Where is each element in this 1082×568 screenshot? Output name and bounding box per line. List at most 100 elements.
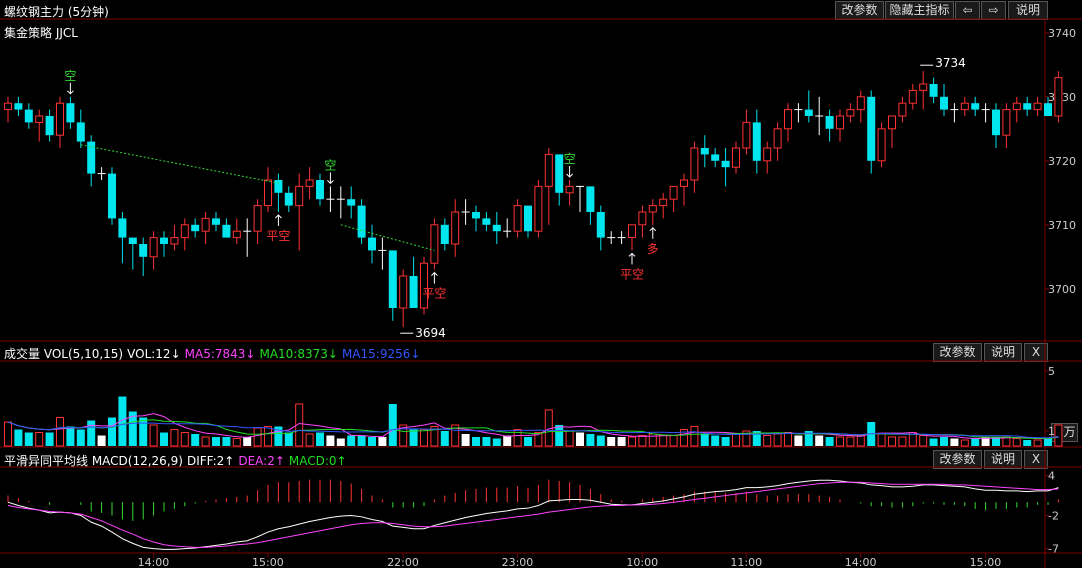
volume-bar — [617, 437, 626, 446]
x-tick-label: 22:00 — [387, 556, 419, 568]
signal-label: 空 — [324, 158, 336, 172]
y-tick-label: -2 — [1048, 509, 1059, 522]
volume-bar — [66, 426, 75, 446]
candle-body — [430, 224, 439, 264]
candle-body — [960, 102, 969, 111]
candle — [742, 109, 751, 155]
candle — [1044, 96, 1052, 116]
volume-bar — [638, 435, 647, 447]
volume-bar — [940, 437, 948, 446]
y-tick-label: 3720 — [1048, 155, 1076, 168]
candle-body — [856, 96, 865, 111]
volume-close-button[interactable]: X — [1024, 343, 1048, 362]
volume-bar — [888, 436, 896, 447]
candle — [4, 96, 12, 123]
volume-bar — [305, 433, 314, 447]
candle-body — [929, 84, 938, 97]
candle — [534, 180, 543, 238]
volume-bar — [1033, 439, 1042, 447]
candle-body — [170, 237, 179, 245]
candle-body — [565, 185, 574, 194]
candle-body — [14, 103, 23, 110]
candle-body — [992, 109, 1000, 136]
candle — [284, 186, 293, 212]
candle — [638, 205, 647, 238]
volume-bar — [87, 420, 96, 446]
macd-help-button[interactable]: 说明 — [984, 450, 1022, 469]
candle-body — [555, 154, 564, 193]
candle-body — [940, 96, 948, 110]
signal-arrow-head — [628, 252, 636, 257]
x-tick-label: 10:00 — [626, 556, 658, 568]
candle-body — [420, 262, 428, 309]
volume-bar — [815, 435, 824, 446]
volume-bar — [929, 438, 938, 446]
volume-bar — [201, 436, 210, 447]
candle — [222, 218, 231, 238]
volume-bar — [1044, 438, 1052, 446]
volume-bar — [992, 437, 1000, 446]
macd-close-button[interactable]: X — [1024, 450, 1048, 469]
candle — [388, 250, 397, 321]
signal-arrow-head — [67, 90, 74, 95]
volume-bar — [784, 432, 792, 447]
candle — [586, 186, 595, 225]
candle-body — [482, 218, 491, 225]
volume-bar — [950, 438, 959, 446]
volume-bar — [628, 436, 636, 447]
volume-bar — [440, 431, 449, 446]
candle-body — [87, 141, 96, 174]
legend-segment: DIFF:2↑ — [186, 454, 235, 468]
candle — [565, 180, 574, 206]
candle-body — [212, 218, 220, 225]
candle — [243, 218, 252, 257]
candle-body — [669, 185, 678, 200]
volume-bar — [503, 435, 512, 446]
volume-bar — [836, 436, 844, 447]
candle — [461, 199, 470, 225]
legend-segment: DEA:2↑ — [238, 454, 285, 468]
candle-body — [4, 102, 12, 111]
candle — [201, 212, 210, 244]
volume-bar — [856, 435, 865, 447]
volume-bar — [576, 432, 584, 446]
volume-panel: 成交量 VOL(5,10,15) VOL:12↓ MA5:7843↓ MA10:837… — [0, 342, 1082, 446]
candle-body — [295, 185, 304, 207]
candle-body — [908, 89, 917, 104]
candle-body — [628, 224, 636, 239]
strategy-label: 集金策略 JJCL — [4, 26, 78, 40]
volume-bar — [409, 429, 418, 446]
candle-body — [513, 205, 522, 232]
candle-body — [451, 211, 460, 245]
main-chart-title: 螺纹钢主力 (5分钟) — [4, 5, 109, 19]
trade-signal: 空 — [64, 69, 76, 95]
candle — [784, 103, 792, 142]
candle — [773, 122, 782, 161]
candle-body — [399, 275, 408, 309]
trade-signal: 平空 — [422, 271, 446, 301]
volume-bar — [170, 429, 179, 447]
volume-help-button[interactable]: 说明 — [984, 343, 1022, 362]
candle-body — [1044, 103, 1052, 116]
volume-bar — [773, 433, 782, 447]
candle-body — [784, 109, 792, 130]
candle-body — [139, 244, 148, 257]
candle — [919, 71, 928, 110]
volume-bar — [794, 435, 803, 446]
candle-body — [1002, 109, 1011, 136]
y-tick-label: 5 — [1048, 365, 1055, 378]
volume-bar — [669, 435, 678, 447]
candle — [128, 237, 137, 270]
candle-body — [253, 205, 262, 232]
volume-bar — [711, 435, 720, 446]
candle-body — [638, 211, 647, 226]
candle-body — [388, 250, 397, 308]
x-tick-label: 14:00 — [845, 556, 877, 568]
volume-ma-line — [7, 421, 1059, 439]
y-tick-label: 1 — [1048, 425, 1055, 438]
macd-params-button[interactable]: 改参数 — [933, 450, 982, 469]
candle-body — [264, 179, 272, 207]
candle-body — [149, 237, 158, 258]
candle — [981, 103, 990, 123]
